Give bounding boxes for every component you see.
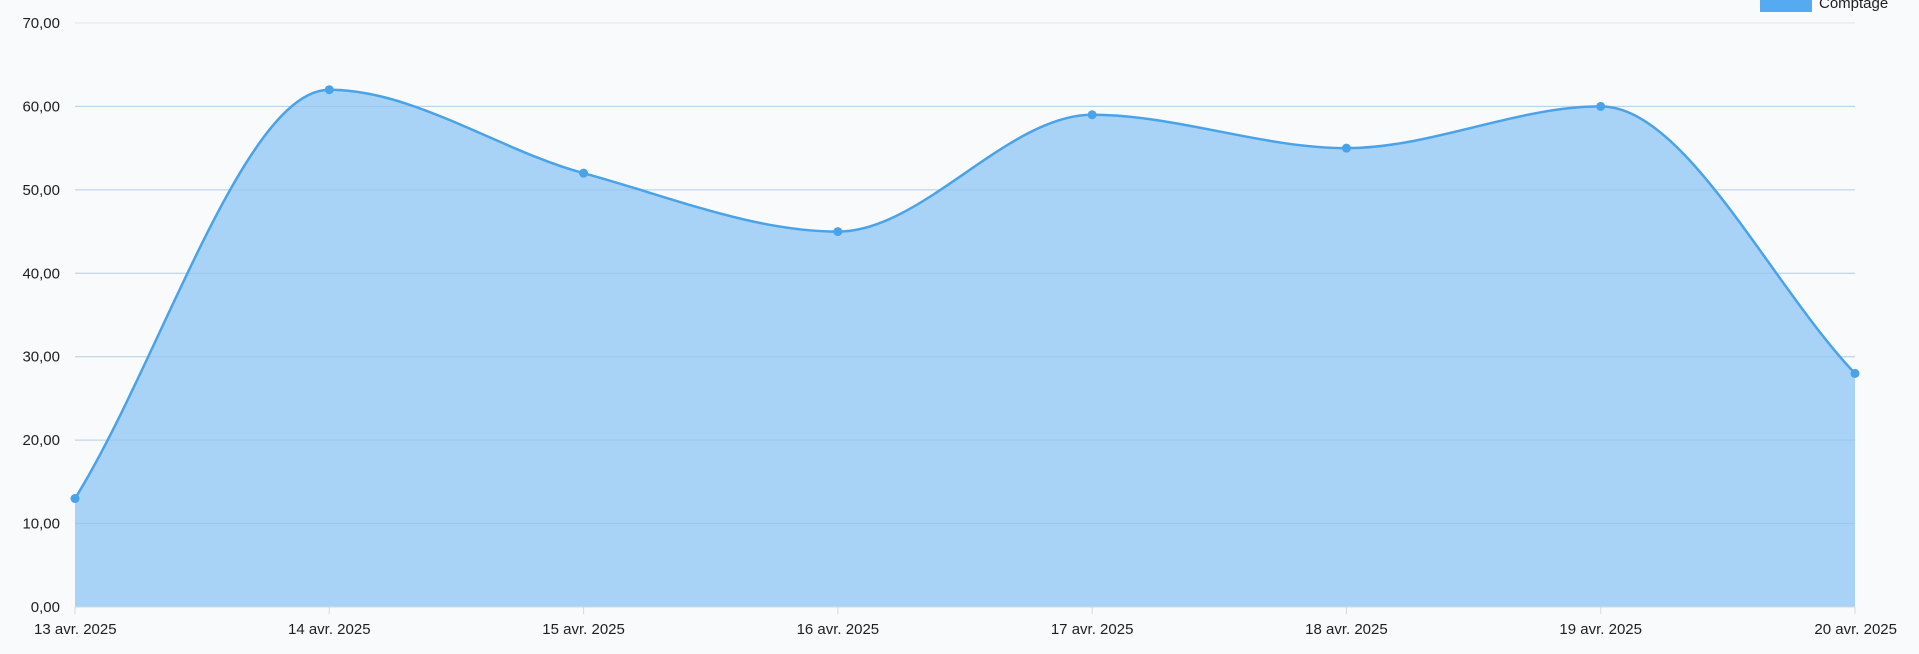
- x-tick-label: 19 avr. 2025: [1559, 621, 1642, 638]
- x-tick-label: 17 avr. 2025: [1051, 621, 1134, 638]
- x-axis-tick-labels: 13 avr. 2025 14 avr. 2025 15 avr. 2025 16 a…: [34, 621, 1897, 638]
- data-point[interactable]: [324, 85, 334, 95]
- x-axis: [74, 606, 1856, 614]
- data-point[interactable]: [70, 494, 80, 504]
- y-tick-label: 10,00: [22, 516, 60, 533]
- data-point[interactable]: [1596, 101, 1606, 111]
- area-layer: [73, 88, 1856, 607]
- y-tick-label: 30,00: [22, 349, 60, 366]
- data-point[interactable]: [579, 168, 589, 178]
- legend-label-comptage[interactable]: Comptage: [1819, 0, 1888, 12]
- series-area-fill-comptage: [75, 89, 1855, 607]
- y-tick-label: 20,00: [22, 432, 60, 449]
- y-tick-label: 0,00: [31, 599, 60, 616]
- data-point[interactable]: [833, 227, 843, 237]
- data-point[interactable]: [1087, 110, 1097, 120]
- x-tick-label: 18 avr. 2025: [1305, 621, 1388, 638]
- y-tick-label: 40,00: [22, 265, 60, 282]
- x-tick-label: 15 avr. 2025: [542, 621, 625, 638]
- x-tick-label: 13 avr. 2025: [34, 621, 117, 638]
- y-tick-label: 60,00: [22, 98, 60, 115]
- legend-swatch-comptage[interactable]: [1760, 0, 1812, 12]
- data-points: [70, 85, 1860, 504]
- y-axis-tick-labels: 0,00 10,00 20,00 30,00 40,00 50,00 60,00 70,00: [22, 15, 60, 616]
- data-point[interactable]: [1341, 143, 1351, 153]
- legend[interactable]: Comptage: [1760, 0, 1888, 12]
- x-tick-label: 14 avr. 2025: [288, 621, 371, 638]
- x-tick-label: 16 avr. 2025: [797, 621, 880, 638]
- data-point[interactable]: [1850, 368, 1860, 378]
- y-tick-label: 70,00: [22, 15, 60, 32]
- x-tick-label: 20 avr. 2025: [1814, 621, 1897, 638]
- y-tick-label: 50,00: [22, 182, 60, 199]
